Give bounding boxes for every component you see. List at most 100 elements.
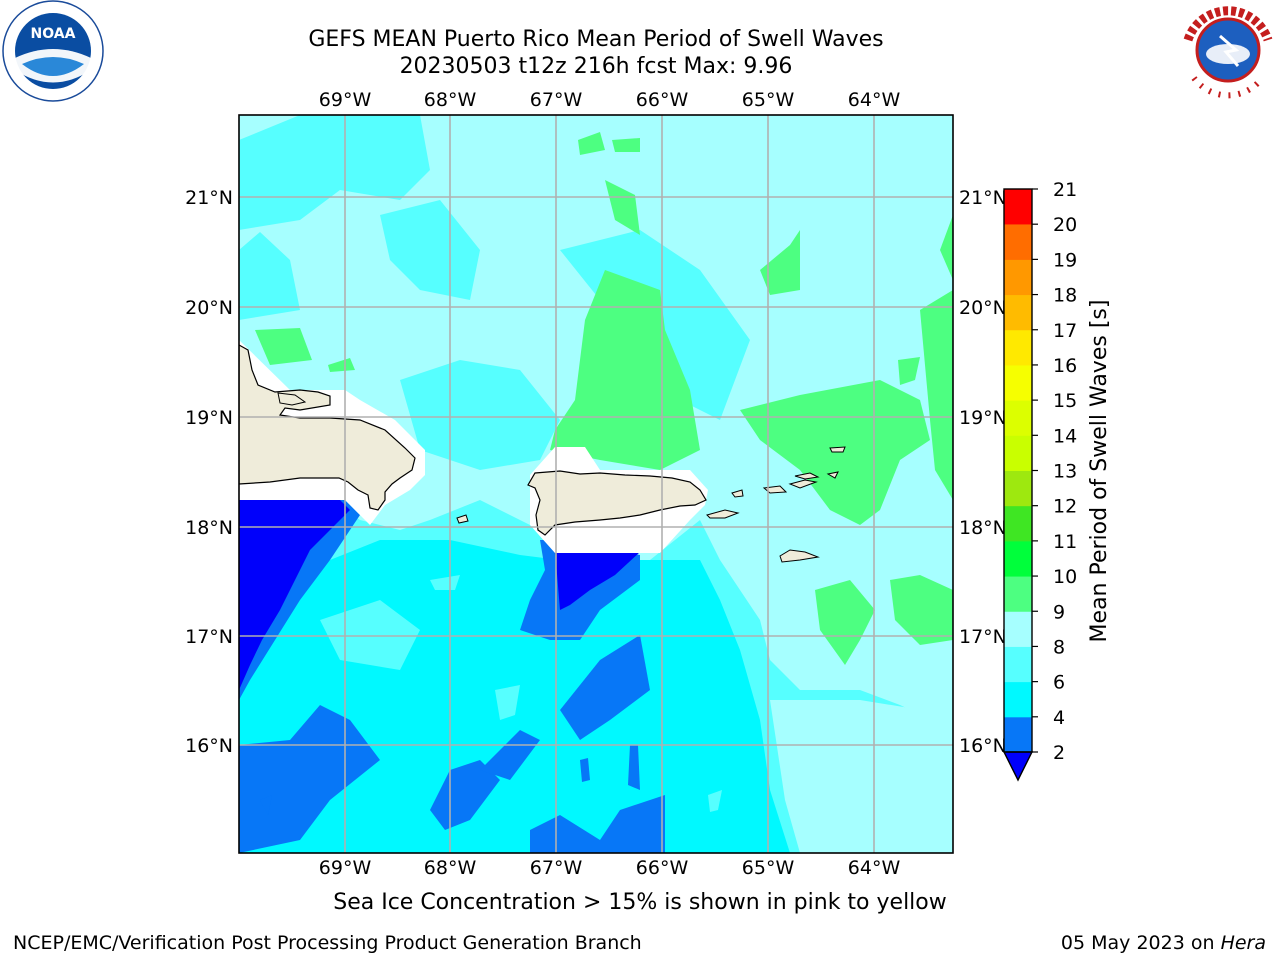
latitude-label: 20°N [959, 297, 1007, 319]
longitude-label: 64°W [848, 89, 901, 111]
colorbar-segment [1004, 576, 1032, 612]
contour-band-9-10-ne [940, 215, 953, 280]
island-culebra [731, 489, 744, 498]
longitude-label: 66°W [636, 89, 689, 111]
colorbar-tick-label: 14 [1053, 425, 1077, 447]
contour-band-9-10-tiny-e [328, 358, 355, 372]
contour-patch-6-8-a [239, 115, 430, 230]
latitude-label: 17°N [959, 626, 1007, 648]
colorbar-tick-label: 19 [1053, 249, 1077, 271]
latitude-label: 17°N [185, 626, 233, 648]
latitude-labels-left: 21°N 20°N 19°N 18°N 17°N 16°N [185, 187, 233, 757]
sea-ice-note-text: Sea Ice Concentration > 15% is shown in … [333, 890, 947, 915]
latitude-label: 19°N [185, 407, 233, 429]
contour-band-2-4-south-4 [530, 795, 665, 853]
sea-ice-note: Sea Ice Concentration > 15% is shown in … [0, 890, 1280, 915]
contour-band-9-10-tiny-c [605, 180, 640, 235]
contour-patch-6-8-e [400, 360, 560, 470]
island-st-john [788, 479, 818, 489]
colorbar-tick-label: 9 [1053, 601, 1065, 623]
latitude-label: 16°N [959, 735, 1007, 757]
contour-patch-south-d [708, 790, 722, 812]
colorbar-segment [1004, 470, 1032, 507]
colorbar-segment [1004, 681, 1032, 718]
island-st-croix [779, 549, 820, 563]
latitude-label: 21°N [959, 187, 1007, 209]
svg-text:NOAA: NOAA [31, 26, 76, 42]
contour-band-below-2-west [239, 500, 350, 690]
contour-patch-6-8-b [239, 232, 300, 320]
colorbar-tick-label: 6 [1053, 672, 1065, 694]
contour-band-8-9-south-east [770, 700, 953, 853]
colorbar-tick-label: 20 [1053, 214, 1077, 236]
latitude-label: 16°N [185, 735, 233, 757]
colorbar-under-triangle [1002, 751, 1034, 782]
colorbar-tick-label: 8 [1053, 636, 1065, 658]
noaa-logo: NOAA [2, 0, 104, 102]
latitude-labels-right: 21°N 20°N 19°N 18°N 17°N 16°N [959, 187, 1007, 757]
colorbar-segment [1004, 364, 1032, 401]
longitude-label: 67°W [530, 89, 583, 111]
map-grid [239, 115, 953, 853]
colorbar-tick-label: 13 [1053, 461, 1077, 483]
colorbar: 2 4 6 8 9 10 11 12 13 14 15 16 17 18 19 20 21 [1002, 179, 1077, 782]
contour-band-9-10-far-east [920, 290, 953, 500]
colorbar-segment [1004, 224, 1032, 260]
longitude-label: 64°W [848, 857, 901, 879]
colorbar-tick-label: 17 [1053, 320, 1077, 342]
latitude-label: 20°N [185, 297, 233, 319]
colorbar-label: Mean Period of Swell Waves [s] [1087, 300, 1112, 643]
footer-date: 05 May 2023 on Hera [1061, 932, 1266, 954]
colorbar-segment [1004, 611, 1032, 647]
land-hispaniola-inlet [277, 392, 307, 406]
contour-patch-6-8-c [380, 200, 480, 300]
longitude-label: 69°W [319, 857, 372, 879]
longitude-label: 68°W [424, 857, 477, 879]
footer-date-text: 05 May 2023 on [1060, 932, 1215, 954]
colorbar-segment [1004, 400, 1032, 436]
colorbar-segment [1004, 646, 1032, 683]
island-anegada [826, 471, 839, 479]
contour-band-9-10-se2 [890, 575, 953, 645]
island-tortola [794, 472, 820, 480]
colorbar-segment [1004, 329, 1032, 366]
latitude-label: 18°N [959, 517, 1007, 539]
colorbar-tick-label: 2 [1053, 742, 1065, 764]
colorbar-segment [1004, 540, 1032, 577]
colorbar-tick-label: 11 [1053, 531, 1077, 553]
colorbar-tick-label: 16 [1053, 355, 1077, 377]
colorbar-segment [1004, 716, 1032, 753]
longitude-label: 65°W [742, 89, 795, 111]
contour-band-9-10-tiny-b [612, 138, 640, 152]
contour-band-9-10-sl [760, 230, 800, 295]
contour-band-2-4-south-2 [430, 760, 500, 830]
colorbar-tick-label: 4 [1053, 707, 1065, 729]
contour-band-9-10-se [815, 580, 875, 665]
chart-subtitle: 20230503 t12z 216h fcst Max: 9.96 [399, 54, 793, 79]
contour-band-9-10-tiny-f [898, 357, 920, 385]
contour-band-2-4-south [560, 635, 650, 740]
contour-band-9-10-tiny-d [255, 328, 312, 365]
colorbar-segment [1004, 294, 1032, 331]
contour-band-2-4-south-6 [628, 745, 640, 790]
latitude-label: 18°N [185, 517, 233, 539]
chart-title: GEFS MEAN Puerto Rico Mean Period of Swe… [308, 27, 884, 52]
colorbar-segment [1004, 189, 1032, 225]
colorbar-segment [1004, 435, 1032, 471]
footer-machine: Hera [1220, 932, 1266, 954]
contour-patch-south-b [430, 575, 460, 590]
island-mona [456, 514, 469, 524]
island-vieques [706, 509, 740, 519]
contour-band-2-4-sw-2 [260, 795, 272, 815]
longitude-label: 66°W [636, 857, 689, 879]
colorbar-tick-label: 15 [1053, 390, 1077, 412]
nws-logo [1180, 2, 1276, 99]
contour-band-9-10-tiny-a [578, 132, 605, 155]
longitude-label: 69°W [319, 89, 372, 111]
longitude-label: 68°W [424, 89, 477, 111]
latitude-label: 21°N [185, 187, 233, 209]
longitude-label: 67°W [530, 857, 583, 879]
longitude-labels-bottom: 69°W 68°W 67°W 66°W 65°W 64°W [319, 857, 901, 879]
land-hispaniola [239, 344, 416, 511]
